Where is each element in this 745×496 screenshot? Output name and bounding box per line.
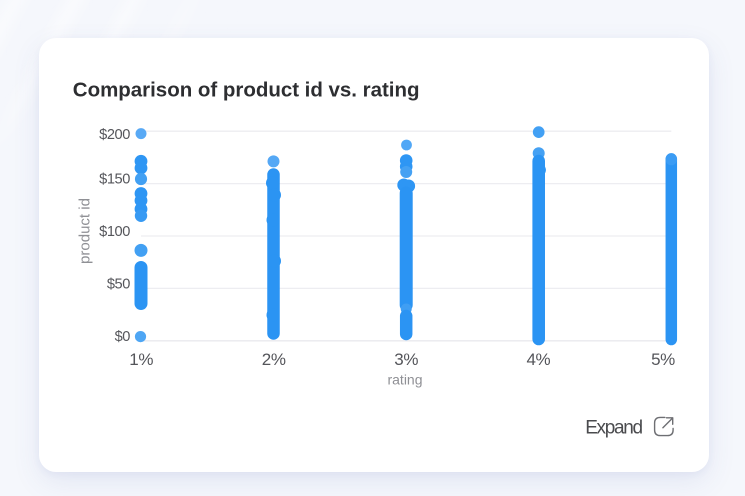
svg-text:$50: $50 [107,277,130,293]
svg-text:product id: product id [77,198,94,264]
svg-text:5%: 5% [651,350,675,369]
svg-text:1%: 1% [129,350,153,369]
svg-text:Comparison of product id vs. r: Comparison of product id vs. rating [73,78,420,101]
svg-text:$200: $200 [99,127,130,143]
svg-text:$150: $150 [99,172,130,188]
svg-text:$0: $0 [115,329,131,345]
svg-text:2%: 2% [262,350,286,369]
svg-text:rating: rating [387,372,422,388]
svg-text:Expand: Expand [585,417,642,438]
svg-text:$100: $100 [99,224,130,240]
svg-text:4%: 4% [527,350,551,369]
svg-text:3%: 3% [394,350,418,369]
